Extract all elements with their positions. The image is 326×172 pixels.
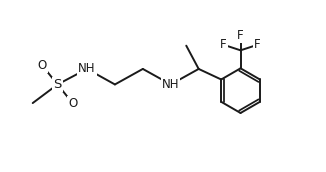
Text: NH: NH [162, 78, 180, 91]
Text: NH: NH [78, 62, 96, 76]
Text: O: O [37, 59, 47, 72]
Text: O: O [68, 97, 78, 110]
Text: F: F [220, 38, 227, 51]
Text: F: F [237, 29, 244, 42]
Text: S: S [53, 78, 62, 91]
Text: F: F [254, 38, 261, 51]
